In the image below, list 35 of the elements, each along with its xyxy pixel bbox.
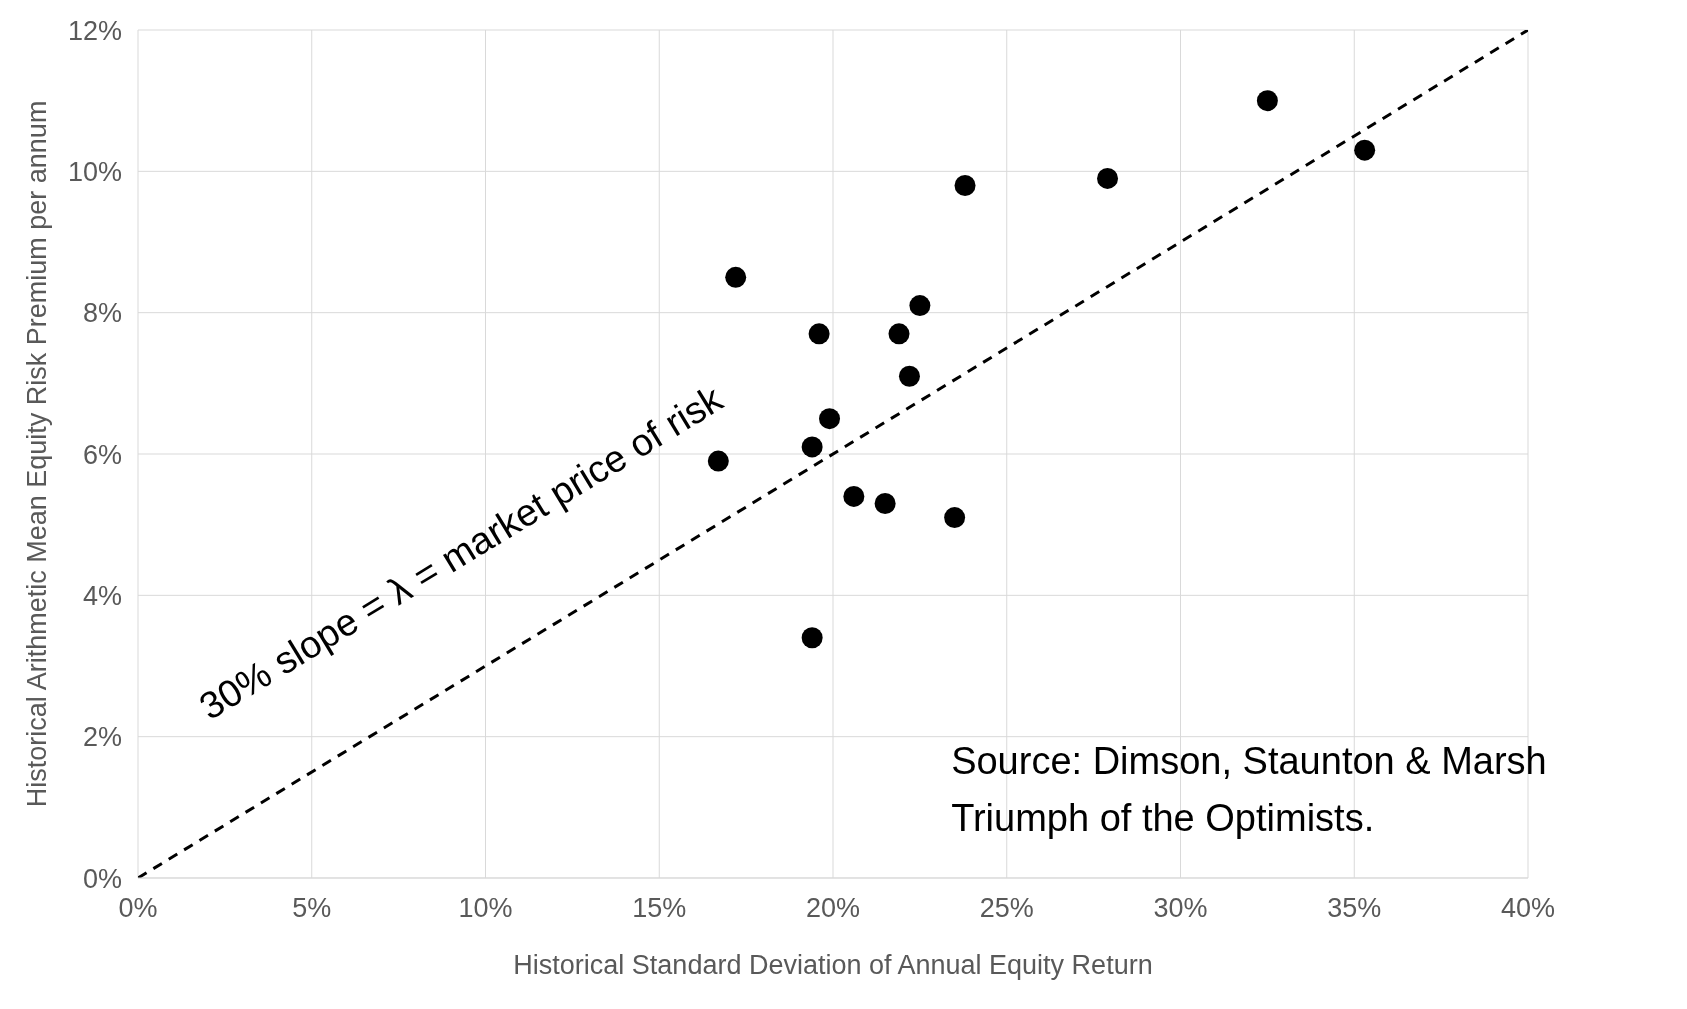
- x-tick-label: 25%: [979, 893, 1034, 924]
- point: [808, 323, 830, 345]
- x-tick-label: 20%: [805, 893, 861, 924]
- y-tick-label: 12%: [67, 15, 122, 46]
- point: [707, 450, 729, 472]
- point: [954, 174, 976, 196]
- y-tick-label: 0%: [82, 863, 122, 894]
- y-axis-title: Historical Arithmetic Mean Equity Risk Premium per annum: [21, 100, 52, 808]
- point: [819, 408, 841, 430]
- y-tick-label: 4%: [82, 580, 122, 611]
- x-tick-label: 5%: [292, 893, 332, 924]
- point: [843, 485, 865, 507]
- point: [874, 492, 896, 514]
- x-axis-title: Historical Standard Deviation of Annual Equity Return: [513, 950, 1153, 980]
- x-tick-label: 35%: [1327, 893, 1382, 924]
- point: [1097, 167, 1119, 189]
- annotation: Source: Dimson, Staunton & Marsh Triumph of the Optimists.: [951, 739, 1547, 842]
- x-tick-label: 40%: [1500, 893, 1556, 924]
- y-tick-label: 8%: [82, 298, 122, 329]
- point: [909, 295, 931, 317]
- point: [944, 507, 966, 529]
- point: [801, 436, 823, 458]
- point: [1354, 139, 1376, 161]
- y-tick-label: 10%: [67, 156, 122, 187]
- point: [725, 266, 747, 288]
- y-tick-label: 2%: [82, 722, 122, 753]
- point: [898, 365, 920, 387]
- y-tick-label: 6%: [82, 439, 122, 470]
- x-tick-label: 15%: [632, 893, 687, 924]
- point: [888, 323, 910, 345]
- x-tick-label: 0%: [118, 893, 158, 924]
- point: [1256, 90, 1278, 112]
- point: [801, 627, 823, 649]
- x-tick-label: 10%: [458, 893, 513, 924]
- x-tick-label: 30%: [1153, 893, 1208, 924]
